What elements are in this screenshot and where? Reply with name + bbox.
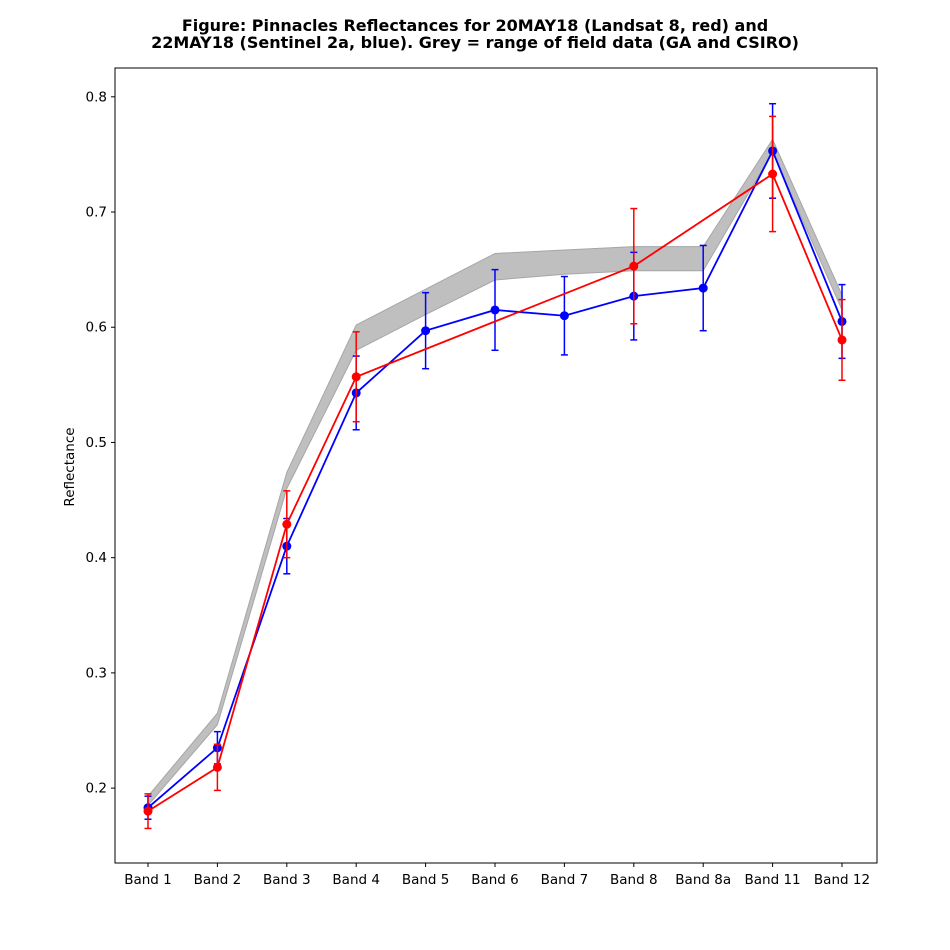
y-tick-label: 0.5 (86, 435, 107, 451)
x-tick-label: Band 4 (332, 872, 380, 888)
x-tick-label: Band 8a (675, 872, 731, 888)
x-tick-label: Band 3 (263, 872, 311, 888)
chart-title-line2: 22MAY18 (Sentinel 2a, blue). Grey = rang… (151, 33, 799, 52)
x-tick-label: Band 12 (814, 872, 870, 888)
series-1-point (837, 335, 847, 345)
x-tick-label: Band 11 (745, 872, 801, 888)
series-1-point (768, 169, 778, 179)
plot-frame (114, 67, 878, 864)
series-0-line (147, 148, 843, 809)
x-tick-label: Band 2 (194, 872, 242, 888)
x-tick-label: Band 1 (124, 872, 172, 888)
chart-title-line1: Figure: Pinnacles Reflectances for 20MAY… (182, 16, 768, 35)
x-tick-label: Band 6 (471, 872, 519, 888)
series-1-point (282, 519, 292, 529)
plot-area: 0.2 0.3 0.4 0.5 0.6 0.7 0.8 Band 1 Band 2 Band 3 B… (86, 67, 878, 888)
field-range-band (147, 138, 843, 807)
series-0-point (421, 326, 431, 336)
x-tick-label: Band 5 (402, 872, 450, 888)
y-tick-label: 0.4 (86, 550, 107, 566)
y-tick-label: 0.2 (86, 781, 107, 797)
x-tick-label: Band 8 (610, 872, 658, 888)
series-1-point (629, 261, 639, 271)
series-1-point (212, 762, 222, 772)
x-tick-label: Band 7 (541, 872, 589, 888)
series-0-point (490, 305, 500, 315)
y-tick-label: 0.7 (86, 205, 107, 221)
series-0-point (698, 283, 708, 293)
y-axis-label: Reflectance (62, 427, 78, 506)
y-tick-label: 0.6 (86, 320, 107, 336)
series-1-point (143, 806, 153, 816)
y-tick-label: 0.3 (86, 665, 107, 681)
y-tick-label: 0.8 (86, 89, 107, 105)
series-1-point (351, 372, 361, 382)
series-0-point (559, 311, 569, 321)
